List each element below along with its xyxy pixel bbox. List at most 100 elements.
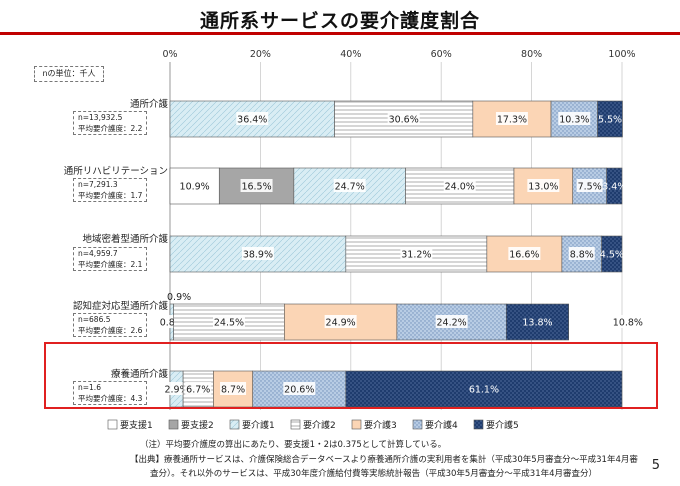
data-label-bg xyxy=(576,179,603,192)
data-label: 36.4% xyxy=(237,115,267,126)
data-label: 24.7% xyxy=(335,182,365,193)
data-label: 13.8% xyxy=(522,318,552,329)
data-label-bg xyxy=(324,315,357,328)
n-stat-box: n=13,932.5 平均要介護度：2.2 xyxy=(73,111,148,135)
data-label: 0.8% xyxy=(160,318,184,329)
n-stat-box: n=4,959.7 平均要介護度：2.1 xyxy=(73,247,148,271)
calculation-note: （注）平均要介護度の算出にあたり、要支援1・2は0.375として計算している。 xyxy=(140,440,447,450)
legend-swatch xyxy=(290,419,301,430)
x-tick-label: 60% xyxy=(431,49,452,60)
data-label: 16.6% xyxy=(509,250,539,261)
data-label-bg xyxy=(527,179,560,192)
data-label: 24.5% xyxy=(214,318,244,329)
avg-care-level: 平均要介護度：2.2 xyxy=(78,124,143,133)
category-label: 通所介護 xyxy=(129,99,168,110)
data-label-bg xyxy=(558,112,591,125)
data-label: 17.3% xyxy=(497,115,527,126)
x-tick-label: 80% xyxy=(521,49,542,60)
data-label-bg xyxy=(241,247,274,260)
data-label-bg xyxy=(443,179,476,192)
data-label-bg xyxy=(604,315,651,328)
data-label: 13.0% xyxy=(528,182,558,193)
legend-swatch xyxy=(168,419,179,430)
legend-swatch xyxy=(473,419,484,430)
data-label-bg xyxy=(508,247,541,260)
data-label: 38.9% xyxy=(243,250,273,261)
bar-segment xyxy=(601,235,623,273)
legend-label: 要介護3 xyxy=(364,419,397,431)
highlight-box xyxy=(44,342,658,409)
data-label-bg xyxy=(178,179,211,192)
data-label: 6.7% xyxy=(186,385,210,396)
bar-segment xyxy=(597,100,623,138)
n-stat-box: n=1.6 平均要介護度：4.3 xyxy=(73,381,148,405)
bar-segment xyxy=(505,303,569,341)
page-title: 通所系サービスの要介護度割合 xyxy=(199,10,480,32)
n-value: n=1.6 xyxy=(78,383,101,392)
data-label-bg xyxy=(236,112,269,125)
data-label: 31.2% xyxy=(401,250,431,261)
n-value: n=4,959.7 xyxy=(78,249,118,258)
data-label-bg xyxy=(495,112,528,125)
legend-label: 要支援2 xyxy=(181,419,214,431)
data-label: 10.9% xyxy=(180,182,210,193)
data-label: 16.5% xyxy=(241,182,271,193)
title-underline xyxy=(0,32,680,35)
data-label-bg xyxy=(568,247,595,260)
x-tick-label: 100% xyxy=(608,49,635,60)
category-label: 療養通所介護 xyxy=(110,369,168,380)
n-stat-box: n=7,291.3 平均要介護度：1.7 xyxy=(73,178,148,202)
data-label-bg xyxy=(240,179,273,192)
unit-label: nの単位：千人 xyxy=(34,66,104,82)
data-label: 7.5% xyxy=(578,182,602,193)
bar-segment xyxy=(606,167,623,205)
data-label: 20.6% xyxy=(284,385,314,396)
data-label-bg xyxy=(220,382,247,395)
bar-segment xyxy=(218,167,295,205)
data-label-bg xyxy=(185,382,212,395)
legend-swatch xyxy=(412,419,423,430)
x-tick-label: 40% xyxy=(340,49,361,60)
category-label: 通所リハビリテーション xyxy=(63,166,168,177)
data-label-bg xyxy=(387,112,420,125)
source-note-line1: 【出典】療養通所サービスは、介護保険総合データベースより療養通所介護の実利用者を… xyxy=(130,455,638,465)
data-label-bg xyxy=(212,315,245,328)
category-label: 認知症対応型通所介護 xyxy=(72,301,168,312)
data-label: 0.9% xyxy=(167,292,191,303)
data-label: 8.8% xyxy=(570,250,594,261)
legend-label: 要介護4 xyxy=(425,419,458,431)
data-label: 10.3% xyxy=(559,115,589,126)
data-label: 8.7% xyxy=(221,385,245,396)
data-label: 2.9% xyxy=(164,385,188,396)
avg-care-level: 平均要介護度：4.3 xyxy=(78,394,143,403)
avg-care-level: 平均要介護度：1.7 xyxy=(78,191,143,200)
data-label: 24.0% xyxy=(445,182,475,193)
x-tick-label: 0% xyxy=(162,49,177,60)
n-value: n=686.5 xyxy=(78,315,111,324)
legend-swatch xyxy=(351,419,362,430)
n-stat-box: n=686.5 平均要介護度：2.6 xyxy=(73,313,148,337)
category-label: 地域密着型通所介護 xyxy=(82,234,168,245)
legend-label: 要介護5 xyxy=(486,419,519,431)
n-value: n=7,291.3 xyxy=(78,180,118,189)
data-label: 30.6% xyxy=(389,115,419,126)
data-label: 4.5% xyxy=(600,250,624,261)
x-tick-label: 20% xyxy=(250,49,271,60)
avg-care-level: 平均要介護度：2.1 xyxy=(78,260,143,269)
data-label: 24.9% xyxy=(326,318,356,329)
data-label-bg xyxy=(333,179,366,192)
bar-segment xyxy=(345,370,623,408)
data-label-bg xyxy=(400,247,433,260)
data-label: 5.5% xyxy=(598,115,622,126)
legend-swatch xyxy=(229,419,240,430)
data-label: 61.1% xyxy=(469,385,499,396)
legend-label: 要介護2 xyxy=(303,419,336,431)
data-label: 3.4% xyxy=(602,182,626,193)
data-label: 24.2% xyxy=(437,318,467,329)
avg-care-level: 平均要介護度：2.6 xyxy=(78,326,143,335)
data-label: 10.8% xyxy=(613,318,643,329)
legend-swatch xyxy=(107,419,118,430)
bar-segment xyxy=(396,303,507,341)
legend-label: 要介護1 xyxy=(242,419,275,431)
